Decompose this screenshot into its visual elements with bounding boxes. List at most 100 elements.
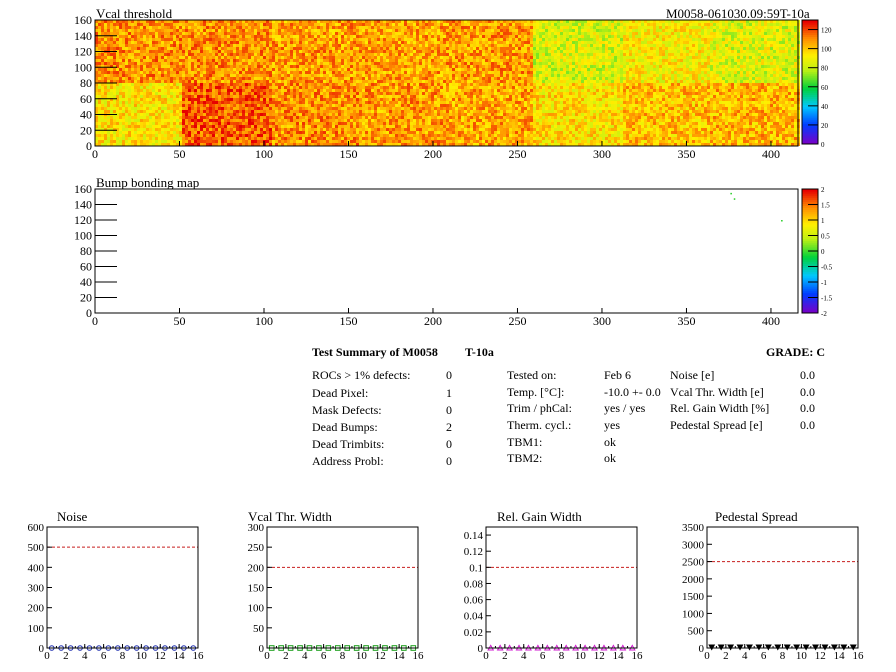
heatmap-cell [593, 53, 596, 56]
heatmap-cell [602, 32, 605, 35]
heatmap-cell [251, 26, 254, 29]
heatmap-cell [350, 35, 353, 38]
heatmap-cell [371, 47, 374, 50]
heatmap-cell [602, 77, 605, 80]
heatmap-cell [674, 44, 677, 47]
heatmap-cell [689, 32, 692, 35]
heatmap-cell [245, 71, 248, 74]
heatmap-cell [791, 35, 794, 38]
heatmap-cell [128, 41, 131, 44]
heatmap-cell [170, 74, 173, 77]
heatmap-cell [368, 80, 371, 83]
heatmap-cell [194, 50, 197, 53]
heatmap-cell [317, 38, 320, 41]
heatmap-cell [605, 38, 608, 41]
heatmap-cell [95, 44, 98, 47]
heatmap-cell [212, 77, 215, 80]
heatmap-cell [683, 65, 686, 68]
heatmap-cell [224, 59, 227, 62]
heatmap-cell [539, 59, 542, 62]
heatmap-cell [275, 47, 278, 50]
heatmap-cell [278, 44, 281, 47]
heatmap-cell [155, 35, 158, 38]
heatmap-cell [578, 62, 581, 65]
heatmap-cell [368, 20, 371, 23]
heatmap-cell [362, 29, 365, 32]
heatmap-cell [749, 53, 752, 56]
heatmap-cell [542, 41, 545, 44]
heatmap-cell [230, 53, 233, 56]
heatmap-cell [752, 71, 755, 74]
heatmap-cell [350, 56, 353, 59]
heatmap-cell [311, 71, 314, 74]
heatmap-cell [617, 62, 620, 65]
heatmap-cell [467, 71, 470, 74]
heatmap-cell [782, 38, 785, 41]
heatmap-cell [212, 74, 215, 77]
heatmap-cell [260, 71, 263, 74]
heatmap-cell [515, 38, 518, 41]
heatmap-cell [137, 41, 140, 44]
heatmap-cell [206, 65, 209, 68]
heatmap-cell [122, 65, 125, 68]
heatmap-cell [296, 74, 299, 77]
heatmap-cell [311, 77, 314, 80]
heatmap-cell [647, 29, 650, 32]
heatmap-cell [428, 44, 431, 47]
heatmap-cell [518, 26, 521, 29]
heatmap-cell [371, 74, 374, 77]
heatmap-cell [641, 80, 644, 83]
heatmap-cell [437, 68, 440, 71]
heatmap-cell [161, 71, 164, 74]
heatmap-cell [761, 53, 764, 56]
heatmap-cell [98, 38, 101, 41]
heatmap-cell [137, 59, 140, 62]
heatmap-cell [638, 41, 641, 44]
heatmap-cell [452, 47, 455, 50]
heatmap-cell [431, 65, 434, 68]
heatmap-cell [638, 56, 641, 59]
heatmap-cell [461, 20, 464, 23]
heatmap-cell [761, 29, 764, 32]
heatmap-cell [494, 35, 497, 38]
heatmap-cell [191, 47, 194, 50]
heatmap-cell [119, 41, 122, 44]
heatmap-cell [350, 53, 353, 56]
heatmap-cell [365, 68, 368, 71]
heatmap-cell [281, 23, 284, 26]
heatmap-cell [389, 38, 392, 41]
heatmap-cell [173, 74, 176, 77]
heatmap-cell [107, 80, 110, 83]
heatmap-cell [170, 68, 173, 71]
heatmap-cell [446, 71, 449, 74]
heatmap-cell [536, 35, 539, 38]
heatmap-cell [554, 50, 557, 53]
heatmap-cell [377, 56, 380, 59]
heatmap-cell [248, 80, 251, 83]
heatmap-cell [671, 41, 674, 44]
heatmap-cell [731, 62, 734, 65]
heatmap-cell [605, 26, 608, 29]
heatmap-cell [398, 32, 401, 35]
heatmap-cell [623, 68, 626, 71]
heatmap-cell [158, 29, 161, 32]
heatmap-cell [410, 32, 413, 35]
heatmap-cell [224, 38, 227, 41]
heatmap-cell [353, 68, 356, 71]
heatmap-cell [590, 59, 593, 62]
heatmap-cell [344, 77, 347, 80]
heatmap-cell [278, 38, 281, 41]
heatmap-cell [575, 59, 578, 62]
heatmap-cell [533, 41, 536, 44]
heatmap-cell [713, 47, 716, 50]
heatmap-cell [215, 62, 218, 65]
heatmap-cell [593, 65, 596, 68]
heatmap-cell [149, 74, 152, 77]
heatmap-cell [749, 35, 752, 38]
heatmap-cell [779, 26, 782, 29]
heatmap-cell [605, 29, 608, 32]
heatmap-cell [302, 50, 305, 53]
heatmap-cell [794, 74, 797, 77]
heatmap-cell [98, 44, 101, 47]
heatmap-cell [662, 35, 665, 38]
